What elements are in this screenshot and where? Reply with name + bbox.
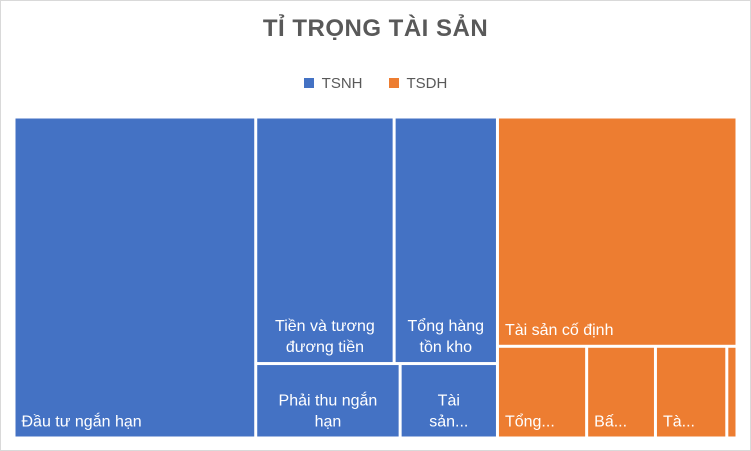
- legend-label-tsnh: TSNH: [321, 74, 363, 92]
- tsnh-item-5-label-line-1: Tài: [438, 393, 460, 410]
- chart-title: TỈ TRỌNG TÀI SẢN: [262, 15, 489, 42]
- tsdh-item-1-label: Tài sản cố định: [505, 322, 614, 339]
- tsdh-item-2-label: Tổng...: [505, 413, 555, 431]
- tsnh-item-3-tile: [395, 118, 496, 363]
- tsdh-item-4-tile: [656, 347, 726, 437]
- tsnh-item-5-tile: [401, 365, 496, 437]
- legend: TSNH TSDH: [1, 73, 750, 93]
- tsnh-item-1-label: Đầu tư ngắn hạn: [22, 412, 142, 431]
- tsnh-item-4-label-line-1: Phải thu ngắn: [279, 391, 378, 410]
- tsnh-item-3-label-line-1: Tổng hàng: [408, 317, 485, 335]
- tsnh-item-4-label-line-2: hạn: [315, 414, 342, 431]
- tsdh-item-3-tile: [588, 347, 654, 437]
- tsdh-item-2-tile: [498, 347, 586, 437]
- tsdh-item-4-label: Tà...: [663, 414, 695, 431]
- tsnh-item-2-tile: [257, 118, 393, 363]
- tsnh-item-2-label-line-1: Tiền và tương: [275, 318, 375, 335]
- legend-label-tsdh: TSDH: [406, 74, 448, 92]
- legend-item-tsnh: TSNH: [303, 74, 363, 92]
- tsnh-item-2-label-line-2: đương tiền: [286, 339, 364, 356]
- tsdh-item-3-label: Bấ...: [594, 414, 627, 431]
- legend-swatch-tsdh: [388, 78, 399, 88]
- tsdh-item-5-tile: [728, 347, 736, 437]
- tsnh-item-5-label-line-2: sản...: [429, 414, 468, 431]
- tsnh-item-3-label-line-2: tồn kho: [420, 339, 473, 356]
- legend-swatch-tsnh: [303, 78, 314, 88]
- tsnh-item-4-tile: [257, 365, 399, 437]
- tsdh-item-1-tile: [498, 118, 736, 345]
- tsnh-dau-tu-tile: [15, 118, 255, 437]
- legend-item-tsdh: TSDH: [388, 74, 448, 92]
